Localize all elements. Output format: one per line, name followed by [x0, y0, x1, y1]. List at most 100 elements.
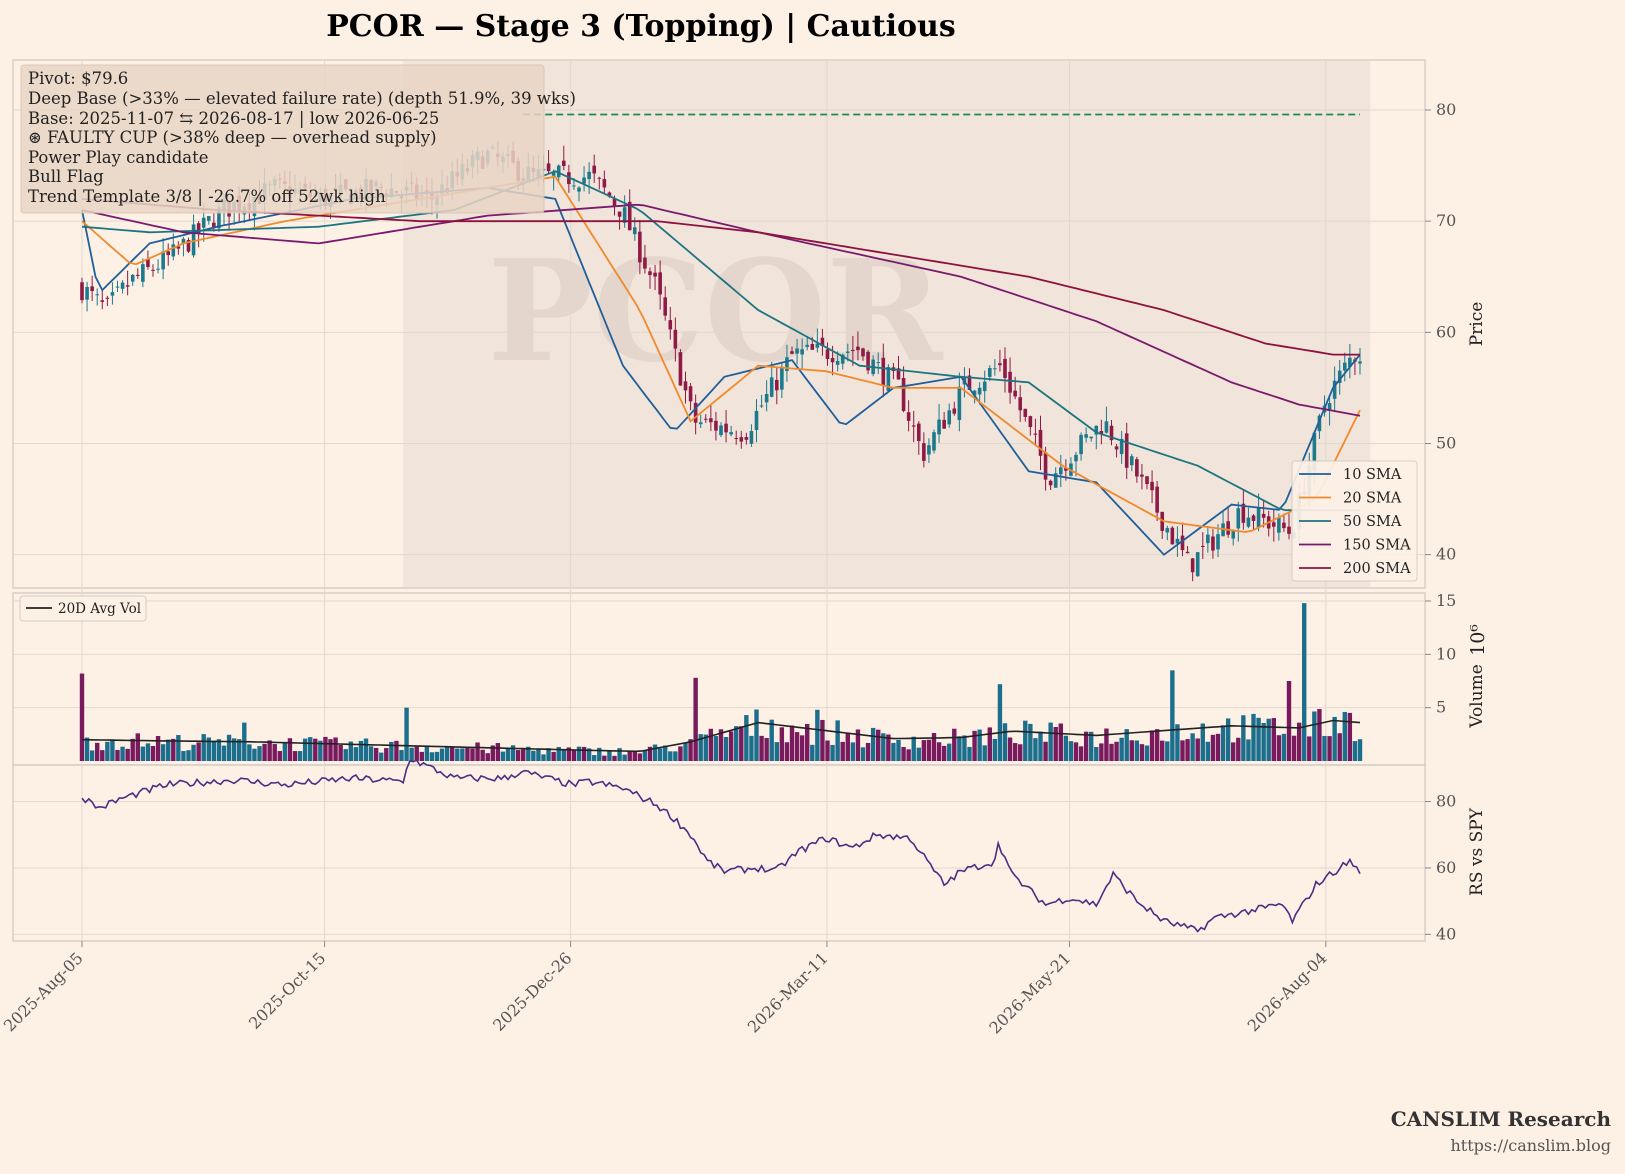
- volume-bar: [1170, 670, 1175, 761]
- candle-body: [785, 357, 789, 372]
- volume-bar: [166, 739, 171, 761]
- candle-body: [795, 348, 799, 354]
- candle-body: [627, 201, 632, 231]
- candle-body: [851, 349, 855, 352]
- candle-body: [1226, 521, 1230, 535]
- volume-bar: [1023, 720, 1028, 761]
- price-tick-label: 50: [1436, 433, 1456, 452]
- volume-bar: [663, 745, 668, 761]
- volume-bar: [318, 740, 323, 761]
- volume-bar: [186, 750, 191, 761]
- sma-legend-label: 50 SMA: [1343, 514, 1402, 530]
- volume-bar: [708, 728, 714, 761]
- candle-body: [653, 272, 657, 277]
- annotation-box: [20, 64, 545, 214]
- candle-body: [632, 227, 637, 235]
- volume-bar: [1058, 723, 1063, 761]
- volume-bar: [586, 748, 592, 761]
- volume-bar: [297, 751, 303, 761]
- annotation-trend-template: Trend Template 3/8 | -26.7% off 52wk hig…: [28, 187, 386, 206]
- volume-bar: [1083, 731, 1089, 761]
- candle-body: [774, 379, 779, 391]
- volume-bar: [1205, 741, 1211, 761]
- volume-bar: [1144, 745, 1150, 761]
- volume-bar: [1012, 743, 1018, 761]
- volume-bar: [1307, 736, 1312, 761]
- candle-body: [151, 269, 155, 271]
- candle-body: [1216, 534, 1220, 550]
- candle-body: [769, 377, 774, 397]
- volume-bar: [277, 751, 282, 761]
- candle-body: [916, 423, 921, 442]
- rs-tick-label: 60: [1436, 858, 1456, 877]
- sma-legend: 10 SMA 20 SMA 50 SMA 150 SMA 200 SMA: [1299, 467, 1411, 577]
- volume-bar: [531, 750, 536, 761]
- candle-body: [734, 438, 739, 440]
- volume-bar: [414, 746, 419, 761]
- volume-bar: [1291, 735, 1297, 761]
- candle-body: [754, 410, 759, 431]
- volume-bar: [759, 735, 764, 761]
- volume-bar: [1195, 738, 1200, 761]
- sma-line: [81, 198, 1360, 356]
- volume-bar: [947, 743, 952, 761]
- credit-url[interactable]: https://canslim.blog: [1450, 1136, 1611, 1155]
- candle-body: [105, 297, 110, 299]
- candle-body: [1114, 446, 1119, 450]
- volume-bar: [247, 744, 252, 761]
- candle-body: [942, 419, 946, 429]
- volume-bar: [794, 732, 800, 761]
- candle-body: [886, 367, 891, 391]
- volume-bar: [754, 709, 759, 761]
- volume-bar: [987, 727, 992, 761]
- volume-bar: [931, 733, 937, 761]
- volume-bar: [348, 741, 353, 761]
- candle-body: [1342, 362, 1347, 371]
- volume-bar: [911, 736, 916, 761]
- volume-bar: [850, 742, 856, 761]
- volume-bar: [668, 751, 673, 761]
- candle-body: [780, 366, 784, 390]
- volume-bar: [739, 726, 744, 761]
- candle-body: [825, 349, 830, 359]
- volume-bar: [358, 740, 364, 761]
- candle-body: [592, 165, 597, 174]
- x-tick-label: 2026-Mar-11: [744, 948, 832, 1036]
- candle-body: [1256, 507, 1261, 528]
- volume-bar: [673, 751, 678, 761]
- candle-body: [166, 251, 171, 256]
- candle-body: [901, 377, 906, 411]
- sma-legend-box: [1291, 460, 1418, 582]
- volume-bar: [774, 742, 779, 761]
- candle-body: [790, 351, 794, 354]
- candle-body: [1317, 415, 1322, 432]
- candle-body: [120, 282, 125, 289]
- volume-bar: [1327, 736, 1332, 761]
- volume-bar: [840, 741, 845, 761]
- volume-bar: [688, 739, 693, 761]
- candle-body: [602, 179, 607, 188]
- volume-bar: [343, 749, 348, 761]
- volume-bar: [115, 749, 120, 761]
- volume-bar: [566, 747, 572, 761]
- annotation-faulty-cup: ⊛ FAULTY CUP (>38% deep — overhead suppl…: [28, 128, 437, 147]
- candle-body: [1206, 534, 1210, 544]
- volume-bar: [734, 726, 739, 761]
- candle-body: [556, 165, 561, 178]
- candle-body: [820, 337, 825, 347]
- candle-body: [607, 192, 612, 197]
- volume-bar: [465, 747, 470, 761]
- candle-body: [546, 163, 551, 172]
- volume-bar: [830, 744, 835, 761]
- candle-body: [927, 445, 931, 455]
- volume-bar: [926, 739, 932, 761]
- volume-bar: [997, 684, 1003, 761]
- candle-body: [1287, 526, 1291, 534]
- volume-bar: [571, 749, 577, 761]
- volume-bar: [470, 748, 475, 761]
- volume-bar: [967, 746, 972, 761]
- volume-bar: [1357, 739, 1363, 761]
- candle-body: [622, 207, 627, 223]
- volume-bar: [399, 750, 404, 761]
- volume-bar: [89, 750, 95, 761]
